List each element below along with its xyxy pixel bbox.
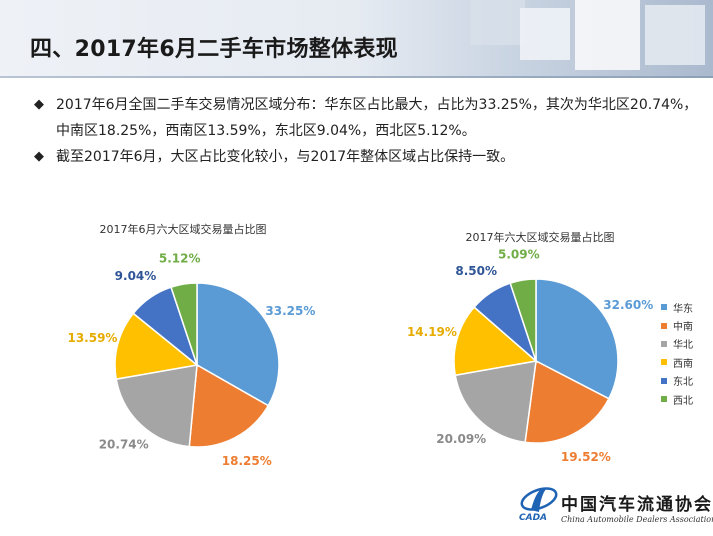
pie-slice-0-3	[114, 312, 199, 380]
legend-swatch	[661, 304, 667, 311]
legend-item: 华东	[661, 298, 693, 316]
pie-label-0-3: 13.59%	[67, 331, 117, 345]
pie-slice-0-2	[115, 364, 198, 448]
pie-slice-1-2	[454, 360, 537, 444]
page-title: 四、2017年6月二手车市场整体表现	[30, 37, 398, 62]
logo-abbr: CADA	[519, 513, 548, 523]
header-band: 四、2017年6月二手车市场整体表现	[0, 0, 713, 76]
legend-label: 西北	[673, 395, 693, 407]
pie-slice-0-1	[188, 363, 270, 448]
bullet-item: ◆ 2017年6月全国二手车交易情况区域分布：华东区占比最大，占比为33.25%…	[34, 92, 699, 144]
pie-chart-year: 2017年六大区域交易量占比图 32.60% 19.52% 20.09% 14.19%…	[407, 230, 653, 464]
bullet-item: ◆ 截至2017年6月，大区占比变化较小，与2017年整体区域占比保持一致。	[34, 144, 699, 170]
header-divider	[0, 76, 713, 78]
pie-label-1-1: 19.52%	[561, 450, 611, 464]
association-logo: CADA 中国汽车流通协会 China Automobile Dealers A…	[515, 482, 713, 532]
pie-label-0-0: 33.25%	[265, 304, 315, 318]
pie-slice-1-0	[535, 278, 619, 400]
legend-swatch	[661, 359, 667, 366]
pie-slice-0-5	[170, 282, 198, 366]
pie-label-1-3: 14.19%	[407, 325, 457, 339]
legend-item: 东北	[661, 372, 693, 390]
legend-label: 中南	[673, 322, 693, 334]
pie-label-1-0: 32.60%	[603, 298, 653, 312]
pie-label-0-2: 20.74%	[99, 437, 149, 451]
legend-swatch	[661, 396, 667, 403]
legend-item: 西北	[661, 390, 693, 408]
bullet-list: ◆ 2017年6月全国二手车交易情况区域分布：华东区占比最大，占比为33.25%…	[34, 92, 699, 170]
pie-slice-1-5	[509, 278, 537, 362]
legend-label: 西南	[673, 358, 693, 370]
cada-emblem-icon	[520, 487, 558, 512]
pie-label-0-4: 9.04%	[115, 269, 157, 283]
legend-item: 西南	[661, 353, 693, 371]
diamond-bullet-icon: ◆	[34, 149, 44, 164]
legend-label: 华北	[673, 340, 693, 352]
pie-label-1-5: 5.09%	[498, 247, 540, 261]
bullet-text: 2017年6月全国二手车交易情况区域分布：华东区占比最大，占比为33.25%，其…	[56, 97, 698, 139]
diamond-bullet-icon: ◆	[34, 97, 44, 112]
legend-swatch	[661, 340, 667, 347]
logo-name: 中国汽车流通协会	[561, 495, 713, 515]
pie-slice-1-1	[524, 359, 610, 444]
legend-swatch	[661, 322, 667, 329]
pie-label-1-2: 20.09%	[436, 432, 486, 446]
pie-label-0-5: 5.12%	[159, 251, 201, 265]
legend-swatch	[661, 377, 667, 384]
chart-title-year: 2017年六大区域交易量占比图	[466, 230, 615, 244]
pie-chart-june: 2017年6月六大区域交易量占比图 33.25% 18.25% 20.74% 13.5…	[67, 222, 315, 468]
chart-legend: 华东 中南 华北 西南 东北 西北	[661, 298, 693, 408]
pie-slice-1-3	[453, 306, 538, 377]
logo-subtitle: China Automobile Dealers Association	[561, 515, 713, 524]
legend-item: 中南	[661, 316, 693, 334]
bullet-text: 截至2017年6月，大区占比变化较小，与2017年整体区域占比保持一致。	[56, 149, 515, 165]
chart-title-june: 2017年6月六大区域交易量占比图	[100, 222, 267, 236]
pie-label-0-1: 18.25%	[222, 454, 272, 468]
legend-item: 华北	[661, 335, 693, 353]
pie-slice-0-0	[196, 282, 280, 407]
pie-label-1-4: 8.50%	[455, 264, 497, 278]
header-decoration	[470, 0, 705, 70]
legend-label: 华东	[673, 303, 693, 315]
legend-label: 东北	[673, 377, 693, 389]
